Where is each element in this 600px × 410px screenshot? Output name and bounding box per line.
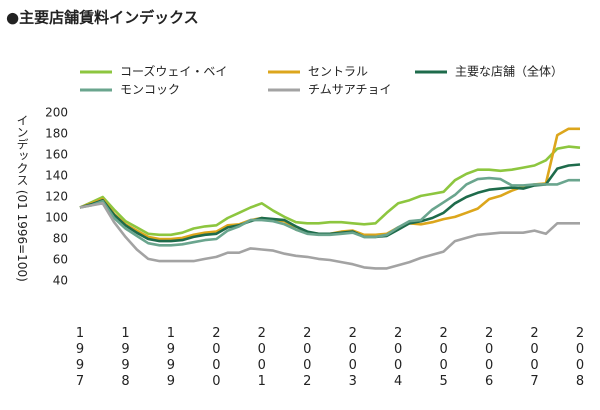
y-tick-label: 120: [45, 190, 68, 204]
x-tick-label: 2008: [573, 326, 588, 390]
x-tick-label: 1999: [163, 326, 178, 390]
x-tick-label: 2003: [345, 326, 360, 390]
x-tick-label: 2004: [391, 326, 406, 390]
legend-label: チムサアチョイ: [308, 83, 392, 97]
legend-label: モンコック: [120, 83, 180, 97]
y-tick-label: 100: [45, 211, 68, 225]
series-line: [79, 202, 580, 270]
chart-title: ●主要店舗賃料インデックス: [6, 9, 199, 27]
y-tick-label: 60: [53, 253, 68, 267]
legend-label: コーズウェイ・ベイ: [120, 64, 227, 79]
y-tick-label: 160: [45, 148, 68, 162]
y-tick-label: 200: [45, 106, 68, 120]
y-tick-label: 40: [53, 274, 68, 288]
legend-label: セントラル: [308, 65, 368, 79]
x-tick-label: 2006: [482, 326, 497, 390]
legend-label: 主要な店舗（全体）: [455, 64, 563, 79]
series-line: [79, 145, 581, 237]
x-tick-label: 2000: [209, 326, 224, 390]
x-tick-label: 1998: [118, 326, 133, 390]
x-tick-label: 2001: [254, 326, 269, 390]
series-line: [79, 163, 581, 243]
y-axis-label: インデックス (01 1996=100): [15, 114, 29, 282]
x-tick-label: 2002: [300, 326, 315, 390]
y-tick-label: 80: [53, 232, 68, 246]
series-line: [79, 176, 580, 247]
x-tick-label: 2005: [436, 326, 451, 390]
y-tick-label: 140: [45, 169, 68, 183]
y-tick-label: 180: [45, 127, 68, 141]
x-tick-label: 2007: [527, 326, 542, 390]
x-tick-label: 1997: [73, 326, 88, 390]
